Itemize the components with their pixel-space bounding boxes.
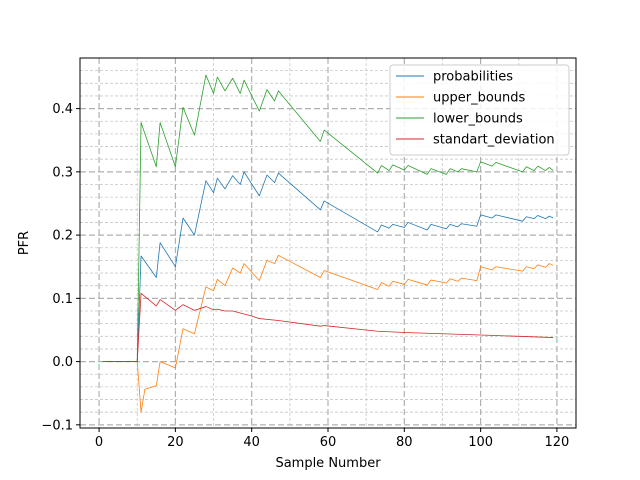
series-layer <box>102 74 554 413</box>
y-axis: −0.1 0.0 0.1 0.2 0.3 0.4 <box>41 102 80 433</box>
y-axis-label: PFR <box>17 231 32 255</box>
legend-box <box>389 64 570 156</box>
y-tick-label: −0.1 <box>41 418 73 433</box>
x-tick-label: 120 <box>545 435 570 450</box>
y-tick-label: 0.0 <box>52 355 73 370</box>
legend: probabilities upper_bounds lower_boundssta… <box>389 64 570 156</box>
x-tick-label: 20 <box>167 435 184 450</box>
legend-label: probabilities <box>433 70 513 85</box>
x-tick-label: 100 <box>468 435 493 450</box>
x-tick-label: 0 <box>95 435 103 450</box>
series-line-probabilities <box>102 171 554 362</box>
y-tick-label: 0.4 <box>52 102 73 117</box>
major-grid <box>80 58 576 428</box>
legend-label: standart_deviation <box>433 133 555 148</box>
y-tick-label: 0.2 <box>52 229 73 244</box>
series-line-upper-bounds <box>102 254 554 413</box>
x-axis: 0 20 40 60 80 100 120 <box>95 428 569 450</box>
series-line-standart-deviation <box>102 292 554 362</box>
x-tick-label: 60 <box>320 435 337 450</box>
y-tick-label: 0.1 <box>52 292 73 307</box>
y-tick-label: 0.3 <box>52 165 73 180</box>
x-axis-label: Sample Number <box>275 456 381 471</box>
series-line-lower-bounds <box>102 74 554 362</box>
x-tick-label: 80 <box>396 435 413 450</box>
legend-label: upper_bounds <box>433 91 526 106</box>
x-tick-label: 40 <box>243 435 260 450</box>
legend-label: lower_bounds <box>433 112 523 127</box>
